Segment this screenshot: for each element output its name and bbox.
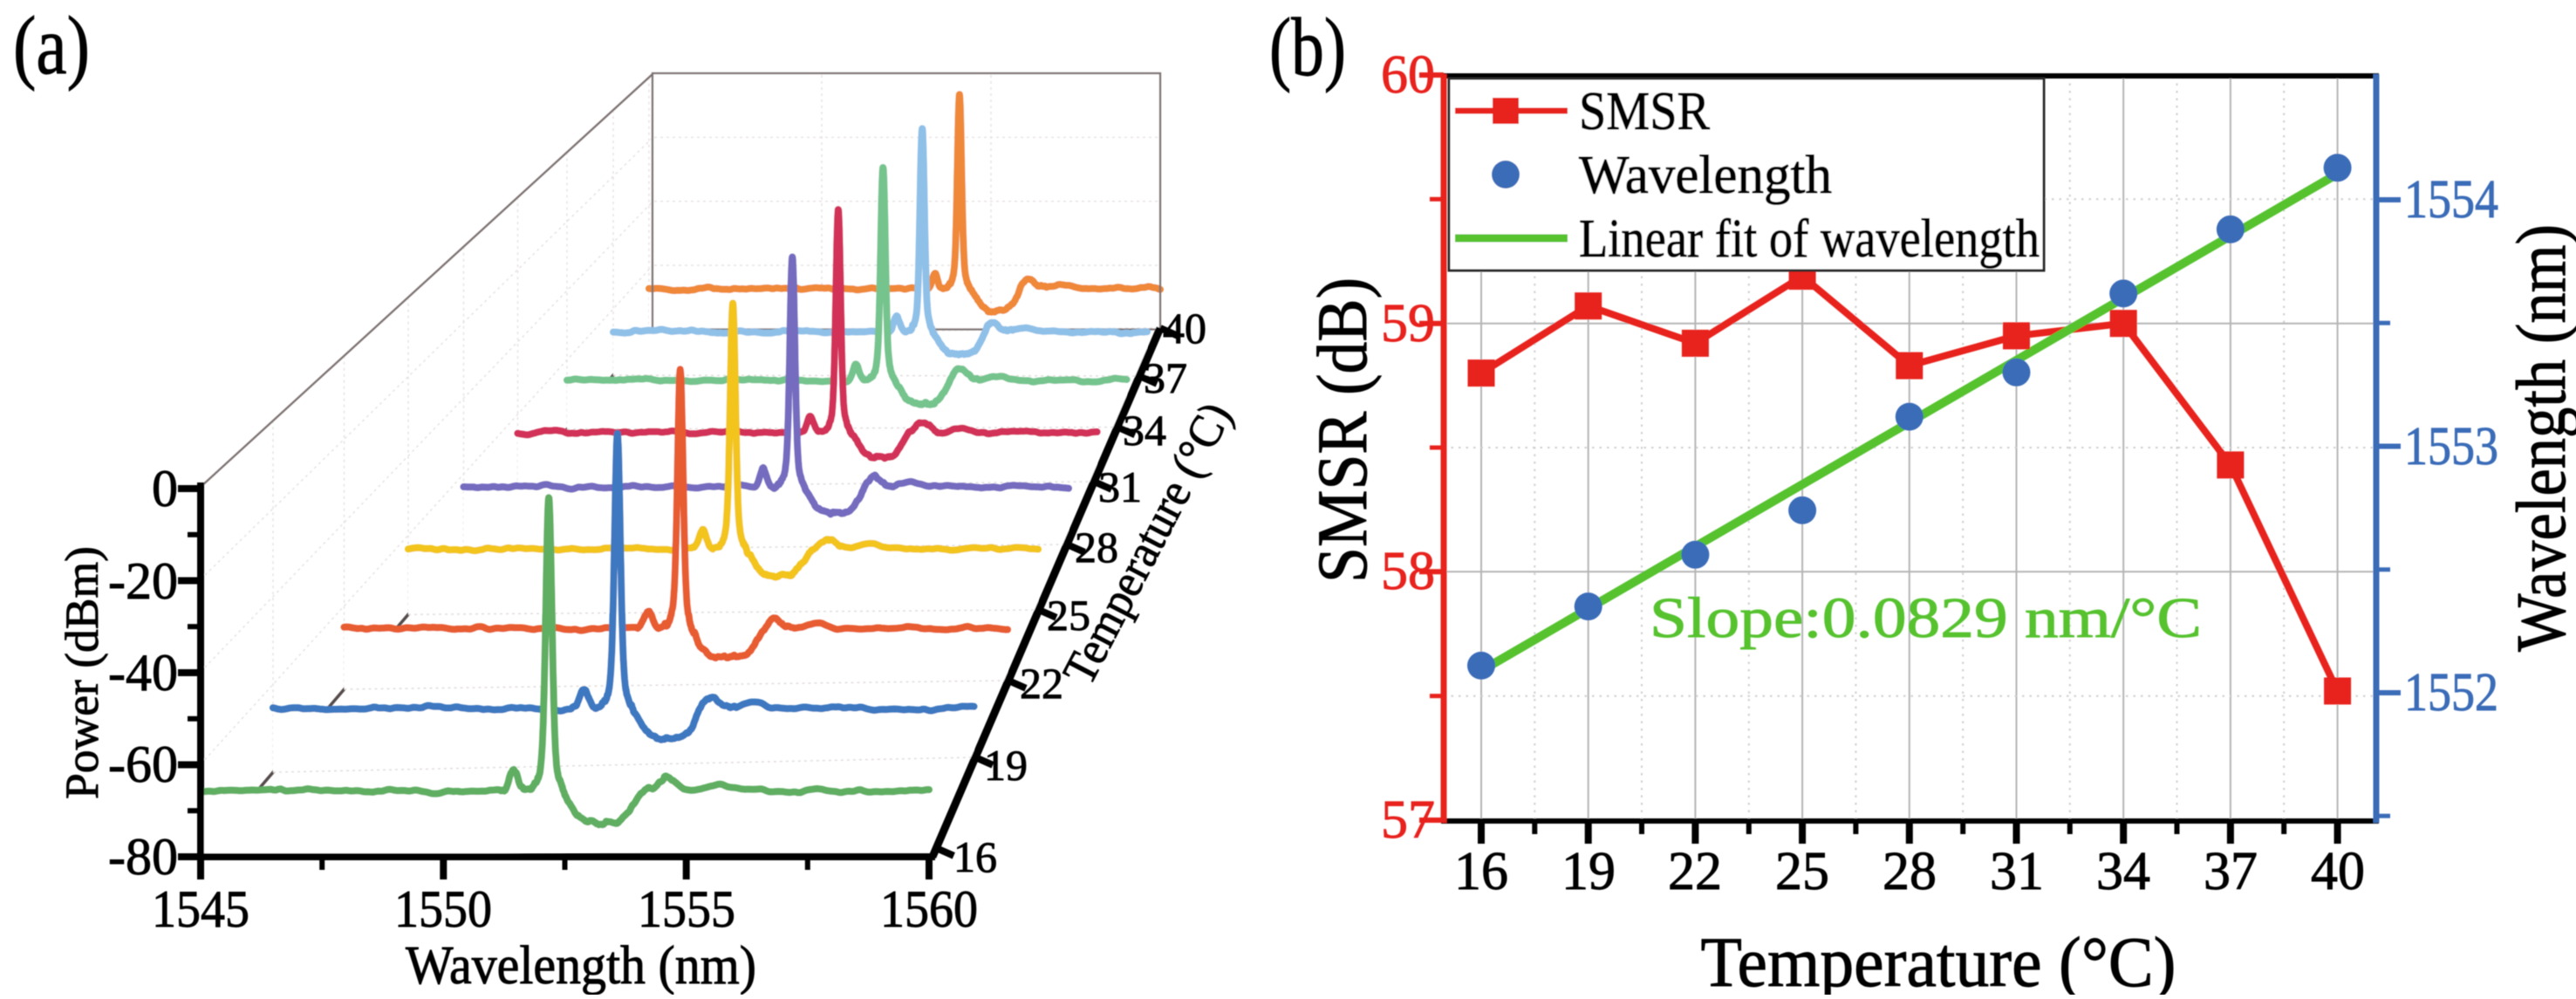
svg-text:34: 34 <box>1123 406 1166 455</box>
svg-text:1545: 1545 <box>152 880 249 938</box>
svg-text:1555: 1555 <box>638 880 735 938</box>
svg-text:25: 25 <box>1775 842 1829 901</box>
svg-text:Wavelength: Wavelength <box>1579 146 1832 205</box>
svg-text:22: 22 <box>1020 659 1063 708</box>
svg-text:1560: 1560 <box>880 880 978 938</box>
svg-text:0: 0 <box>152 460 178 517</box>
svg-text:16: 16 <box>953 832 997 881</box>
svg-text:19: 19 <box>984 741 1028 790</box>
svg-text:28: 28 <box>1882 842 1937 901</box>
svg-text:40: 40 <box>2311 842 2365 901</box>
svg-text:34: 34 <box>2096 842 2150 901</box>
svg-text:-60: -60 <box>108 736 178 793</box>
svg-text:22: 22 <box>1668 842 1722 901</box>
svg-text:57: 57 <box>1381 790 1435 850</box>
svg-text:Linear fit of wavelength: Linear fit of wavelength <box>1579 209 2040 269</box>
svg-text:60: 60 <box>1381 45 1435 105</box>
svg-text:40: 40 <box>1163 304 1206 352</box>
svg-text:1552: 1552 <box>2404 663 2498 722</box>
svg-text:31: 31 <box>1990 842 2044 901</box>
svg-text:-20: -20 <box>108 552 178 610</box>
svg-text:25: 25 <box>1047 591 1090 640</box>
svg-text:16: 16 <box>1454 842 1508 901</box>
svg-text:SMSR: SMSR <box>1579 82 1711 141</box>
svg-text:-80: -80 <box>108 828 178 886</box>
svg-text:SMSR (dB): SMSR (dB) <box>1302 277 1382 583</box>
svg-text:Slope:0.0829 nm/°C: Slope:0.0829 nm/°C <box>1650 586 2202 650</box>
svg-text:1550: 1550 <box>394 880 492 938</box>
svg-text:59: 59 <box>1381 294 1435 353</box>
svg-text:Power (dBm): Power (dBm) <box>56 546 108 799</box>
svg-text:37: 37 <box>2204 842 2258 901</box>
svg-text:19: 19 <box>1561 842 1616 901</box>
svg-text:58: 58 <box>1381 542 1435 601</box>
svg-text:(a): (a) <box>13 0 90 92</box>
svg-text:1554: 1554 <box>2404 170 2498 229</box>
svg-text:28: 28 <box>1075 523 1118 571</box>
svg-text:-40: -40 <box>108 644 178 701</box>
svg-text:31: 31 <box>1098 462 1142 511</box>
svg-text:Wavelength (nm): Wavelength (nm) <box>2504 224 2576 652</box>
svg-text:1553: 1553 <box>2404 417 2498 476</box>
svg-text:Temperature (°C): Temperature (°C) <box>1701 922 2176 995</box>
svg-text:(b): (b) <box>1269 1 1346 93</box>
svg-text:37: 37 <box>1144 353 1187 402</box>
svg-text:Wavelength (nm): Wavelength (nm) <box>406 936 756 995</box>
